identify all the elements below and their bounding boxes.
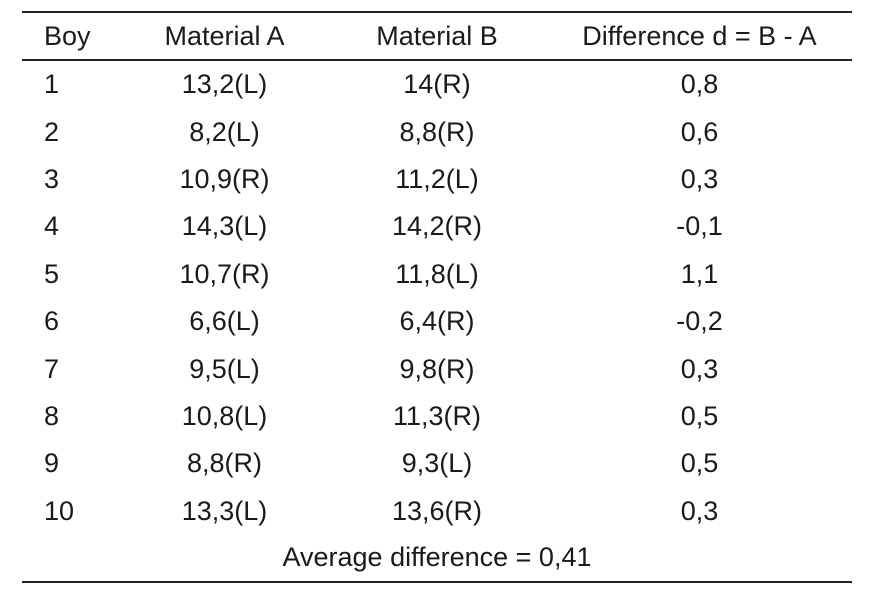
cell-boy: 10 — [44, 495, 75, 526]
cell-material-a: 13,3(L) — [181, 495, 268, 526]
cell-difference: -0,2 — [676, 306, 723, 337]
cell-material-a: 8,8(R) — [186, 448, 262, 479]
cell-difference: 0,3 — [680, 495, 719, 526]
table-row: 7 9,5(L) 9,8(R) 0,3 — [22, 345, 852, 392]
table-row: 1 13,2(L) 14(R) 0,8 — [22, 60, 852, 108]
cell-difference: -0,1 — [676, 211, 723, 242]
header-material-b: Material B — [327, 11, 547, 61]
cell-difference: 0,3 — [680, 163, 719, 194]
cell-difference: 0,5 — [680, 448, 719, 479]
cell-material-b: 14(R) — [403, 69, 471, 100]
cell-material-a: 9,5(L) — [189, 353, 260, 384]
cell-difference: 0,8 — [680, 69, 719, 100]
cell-material-b: 11,8(L) — [395, 258, 479, 289]
data-table-container: Boy Material A Material B Difference d =… — [22, 11, 852, 583]
cell-material-a: 13,2(L) — [181, 69, 268, 100]
cell-material-b: 14,2(R) — [391, 211, 483, 242]
cell-material-b: 13,6(R) — [391, 495, 483, 526]
cell-material-a: 10,8(L) — [181, 400, 268, 431]
cell-material-b: 9,3(L) — [401, 448, 473, 479]
cell-boy: 2 — [44, 116, 60, 147]
table-row: 4 14,3(L) 14,2(R) -0,1 — [22, 203, 852, 250]
cell-boy: 1 — [44, 69, 60, 100]
table-row: 2 8,2(L) 8,8(R) 0,6 — [22, 108, 852, 155]
cell-boy: 5 — [44, 258, 60, 289]
table-row: 10 13,3(L) 13,6(R) 0,3 — [22, 488, 852, 535]
footer-row: Average difference = 0,41 — [22, 534, 852, 583]
cell-material-b: 6,4(R) — [399, 306, 475, 337]
average-difference: Average difference = 0,41 — [22, 534, 852, 583]
cell-difference: 0,3 — [680, 353, 719, 384]
cell-material-a: 10,9(R) — [179, 163, 270, 194]
table-row: 3 10,9(R) 11,2(L) 0,3 — [22, 156, 852, 203]
cell-material-a: 8,2(L) — [189, 116, 260, 147]
cell-material-a: 14,3(L) — [181, 211, 268, 242]
table-header: Boy Material A Material B Difference d =… — [22, 11, 852, 61]
header-material-a: Material A — [122, 11, 327, 61]
table-row: 9 8,8(R) 9,3(L) 0,5 — [22, 440, 852, 487]
table-row: 6 6,6(L) 6,4(R) -0,2 — [22, 298, 852, 345]
cell-boy: 4 — [44, 211, 60, 242]
header-row: Boy Material A Material B Difference d =… — [22, 11, 852, 61]
cell-difference: 1,1 — [680, 258, 719, 289]
cell-boy: 6 — [44, 306, 60, 337]
table-row: 8 10,8(L) 11,3(R) 0,5 — [22, 393, 852, 440]
cell-material-a: 10,7(R) — [179, 258, 270, 289]
table-footer: Average difference = 0,41 — [22, 534, 852, 583]
table-row: 5 10,7(R) 11,8(L) 1,1 — [22, 251, 852, 298]
header-difference: Difference d = B - A — [547, 11, 852, 61]
header-boy: Boy — [22, 11, 122, 61]
cell-boy: 3 — [44, 163, 60, 194]
cell-difference: 0,5 — [680, 400, 719, 431]
shoe-wear-table: Boy Material A Material B Difference d =… — [22, 11, 852, 583]
cell-boy: 8 — [44, 400, 60, 431]
cell-material-a: 6,6(L) — [189, 306, 260, 337]
table-body: 1 13,2(L) 14(R) 0,8 2 8,2(L) 8,8(R) 0,6 3 10,9(R)… — [22, 60, 852, 535]
cell-boy: 7 — [44, 353, 60, 384]
cell-difference: 0,6 — [680, 116, 719, 147]
cell-material-b: 9,8(R) — [399, 353, 475, 384]
cell-material-b: 8,8(R) — [399, 116, 475, 147]
cell-material-b: 11,2(L) — [395, 163, 479, 194]
cell-boy: 9 — [44, 448, 60, 479]
cell-material-b: 11,3(R) — [392, 400, 482, 431]
